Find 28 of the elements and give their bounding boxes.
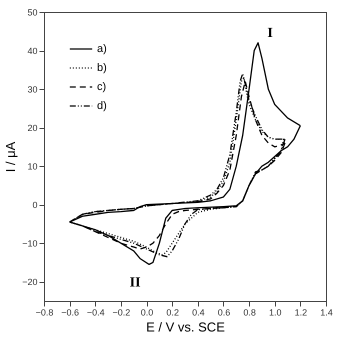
x-tick-label: −0.6 (61, 308, 80, 318)
y-tick-label: 20 (27, 123, 38, 134)
x-tick-label: 0.4 (192, 308, 205, 318)
y-tick-label: 30 (27, 84, 38, 95)
y-tick-label: −20 (22, 277, 38, 288)
x-tick-label: 0.6 (218, 308, 230, 318)
legend-label: b) (97, 62, 107, 74)
annotation: II (130, 275, 141, 290)
x-tick-label: −0.4 (86, 308, 105, 318)
x-tick-label: 0.8 (243, 308, 256, 318)
x-tick-label: 1.4 (320, 308, 333, 318)
x-tick-label: 1.0 (268, 308, 282, 318)
x-axis-title: E / V vs. SCE (146, 320, 226, 334)
y-tick-label: 10 (27, 162, 38, 172)
legend-label: d) (97, 100, 107, 112)
y-tick-label: −10 (22, 238, 38, 249)
y-tick-label: 50 (27, 8, 38, 18)
legend-label: a) (97, 43, 107, 55)
x-tick-label: 0.2 (166, 308, 179, 318)
x-tick-label: −0.8 (36, 308, 54, 318)
annotation: I (267, 26, 273, 41)
x-tick-label: 0.0 (140, 308, 154, 318)
x-tick-label: −0.2 (112, 308, 130, 318)
legend-label: c) (97, 81, 106, 93)
x-tick-label: 1.2 (294, 308, 308, 318)
y-tick-label: 0 (32, 200, 38, 210)
y-axis-title: I / μA (3, 141, 18, 172)
y-tick-label: 40 (27, 46, 38, 56)
